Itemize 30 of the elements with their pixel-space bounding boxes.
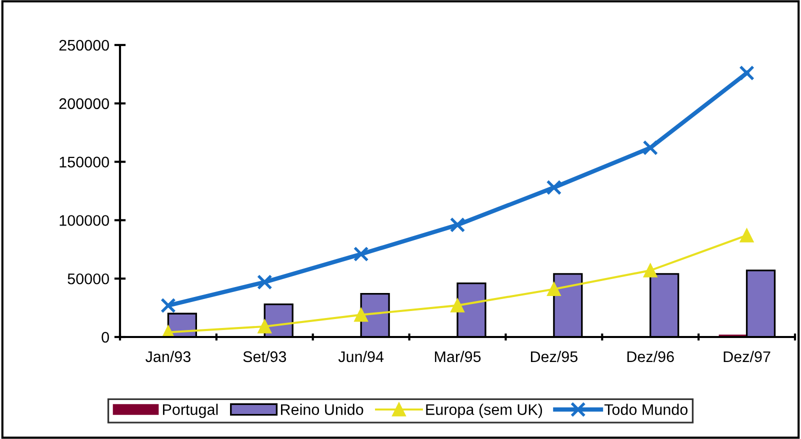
x-tick-label: Set/93 [243, 350, 286, 362]
point [257, 274, 272, 290]
point [740, 228, 754, 242]
x-tick-label: Dez/96 [627, 350, 674, 362]
legend-label: Todo Mundo [604, 404, 688, 415]
point [546, 180, 562, 196]
x-tick-label: Dez/97 [724, 350, 770, 362]
point [643, 263, 658, 278]
y-tick-label: 0 [102, 332, 109, 343]
legend-label: Europa (sem UK) [426, 404, 542, 418]
point [546, 282, 561, 296]
legend-label: Portugal [163, 404, 218, 418]
point [354, 308, 368, 322]
point [450, 298, 464, 312]
x-tick-label: Mar/95 [434, 350, 481, 362]
y-tick-label: 150000 [60, 156, 109, 168]
y-tick-label: 250000 [59, 40, 109, 51]
x-tick-label: Dez/95 [530, 350, 578, 362]
y-tick-label: 50000 [68, 273, 109, 284]
x-tick-label: Jan/93 [146, 350, 190, 362]
point [739, 65, 754, 81]
x-tick-label: Jun/94 [338, 350, 384, 362]
y-tick-label: 100000 [60, 215, 109, 226]
point [258, 320, 272, 334]
legend-label: Reino Unido [281, 404, 364, 415]
y-tick-label: 200000 [59, 98, 109, 110]
point [450, 217, 466, 233]
point [642, 140, 658, 156]
point [353, 246, 369, 262]
point [160, 298, 176, 314]
